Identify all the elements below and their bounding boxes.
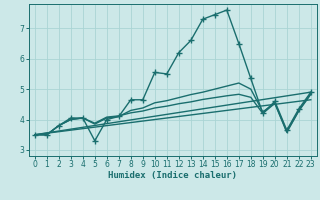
X-axis label: Humidex (Indice chaleur): Humidex (Indice chaleur)	[108, 171, 237, 180]
